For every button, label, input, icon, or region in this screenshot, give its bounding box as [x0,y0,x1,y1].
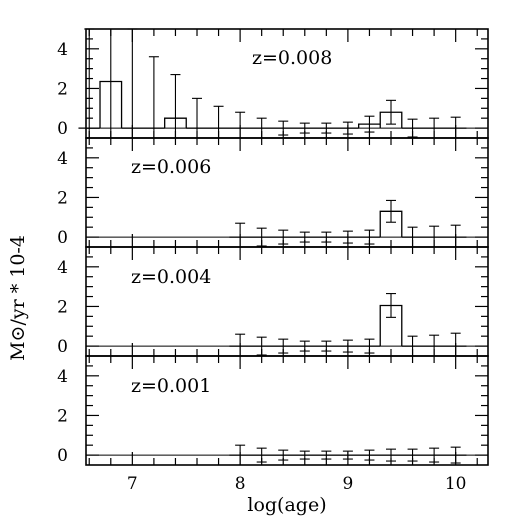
y-tick-label: 0 [57,446,68,466]
panel-2: 0 2 4 z=0.006 [57,137,489,248]
panel-label: z=0.004 [131,266,211,288]
x-tick-label: 10 [445,474,467,494]
x-tick-label: 9 [342,474,353,494]
panel-label: z=0.001 [131,375,211,397]
x-axis-label: log(age) [247,494,326,516]
y-tick-label: 4 [57,367,68,387]
panel-frame [85,355,489,466]
y-tick-label: 2 [57,297,68,317]
panel-1: 0 2 4 z=0.008 [57,28,489,139]
x-tick-label: 8 [235,474,246,494]
panel-label: z=0.006 [131,156,211,178]
y-tick-label: 0 [57,119,68,139]
y-tick-label: 0 [57,228,68,248]
y-tick-label: 2 [57,79,68,99]
panel-4: 0 2 4 z=0.001 [57,355,489,466]
y-tick-label: 0 [57,337,68,357]
y-tick-label: 2 [57,188,68,208]
y-axis-label: M⊙/yr * 10-4 [7,235,29,361]
y-tick-label: 2 [57,406,68,426]
y-tick-label: 4 [57,149,68,169]
x-tick-label: 7 [127,474,138,494]
histogram-bars [78,80,467,129]
y-tick-label: 4 [57,40,68,60]
panel-label: z=0.008 [252,47,332,69]
panels-group: 0 2 4 z=0.008 0 2 4 z=0.006 0 2 4 z=0.004 0 2 4 z=0.001… [57,28,489,494]
panel-3: 0 2 4 z=0.004 [57,246,489,357]
y-tick-label: 4 [57,258,68,278]
